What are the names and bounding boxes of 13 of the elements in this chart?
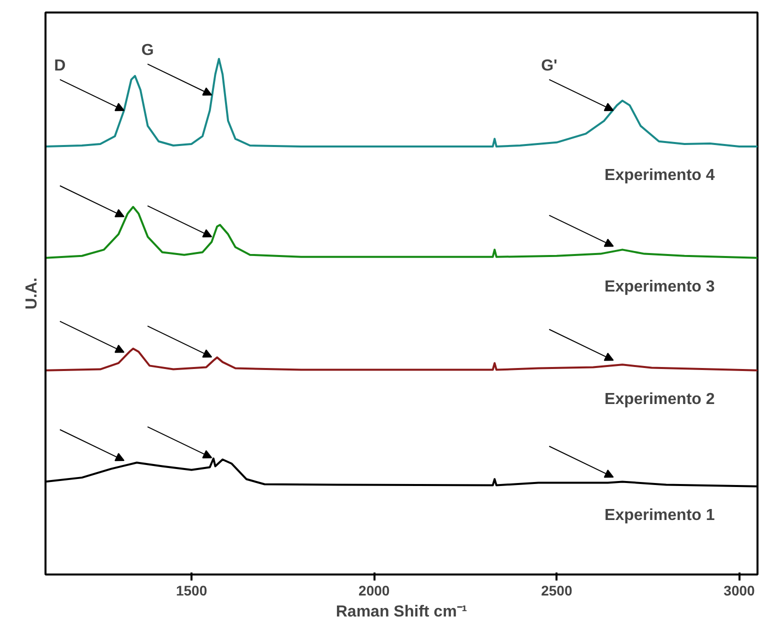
annotation: G' (541, 57, 558, 74)
annotation: G (141, 42, 154, 59)
x-tick-label: 3000 (724, 582, 756, 598)
annotation: D (54, 57, 66, 74)
series-label: Experimento 4 (604, 167, 715, 184)
y-axis-title: U.A. (24, 278, 40, 310)
series-label: Experimento 1 (604, 506, 715, 524)
series-label: Experimento 2 (604, 390, 715, 408)
x-axis-title: Raman Shift cm⁻¹ (336, 604, 468, 620)
x-tick-label: 2500 (541, 582, 572, 598)
x-tick-label: 2000 (358, 582, 390, 598)
series-label: Experimento 3 (604, 278, 715, 296)
x-tick-label: 1500 (176, 582, 208, 598)
